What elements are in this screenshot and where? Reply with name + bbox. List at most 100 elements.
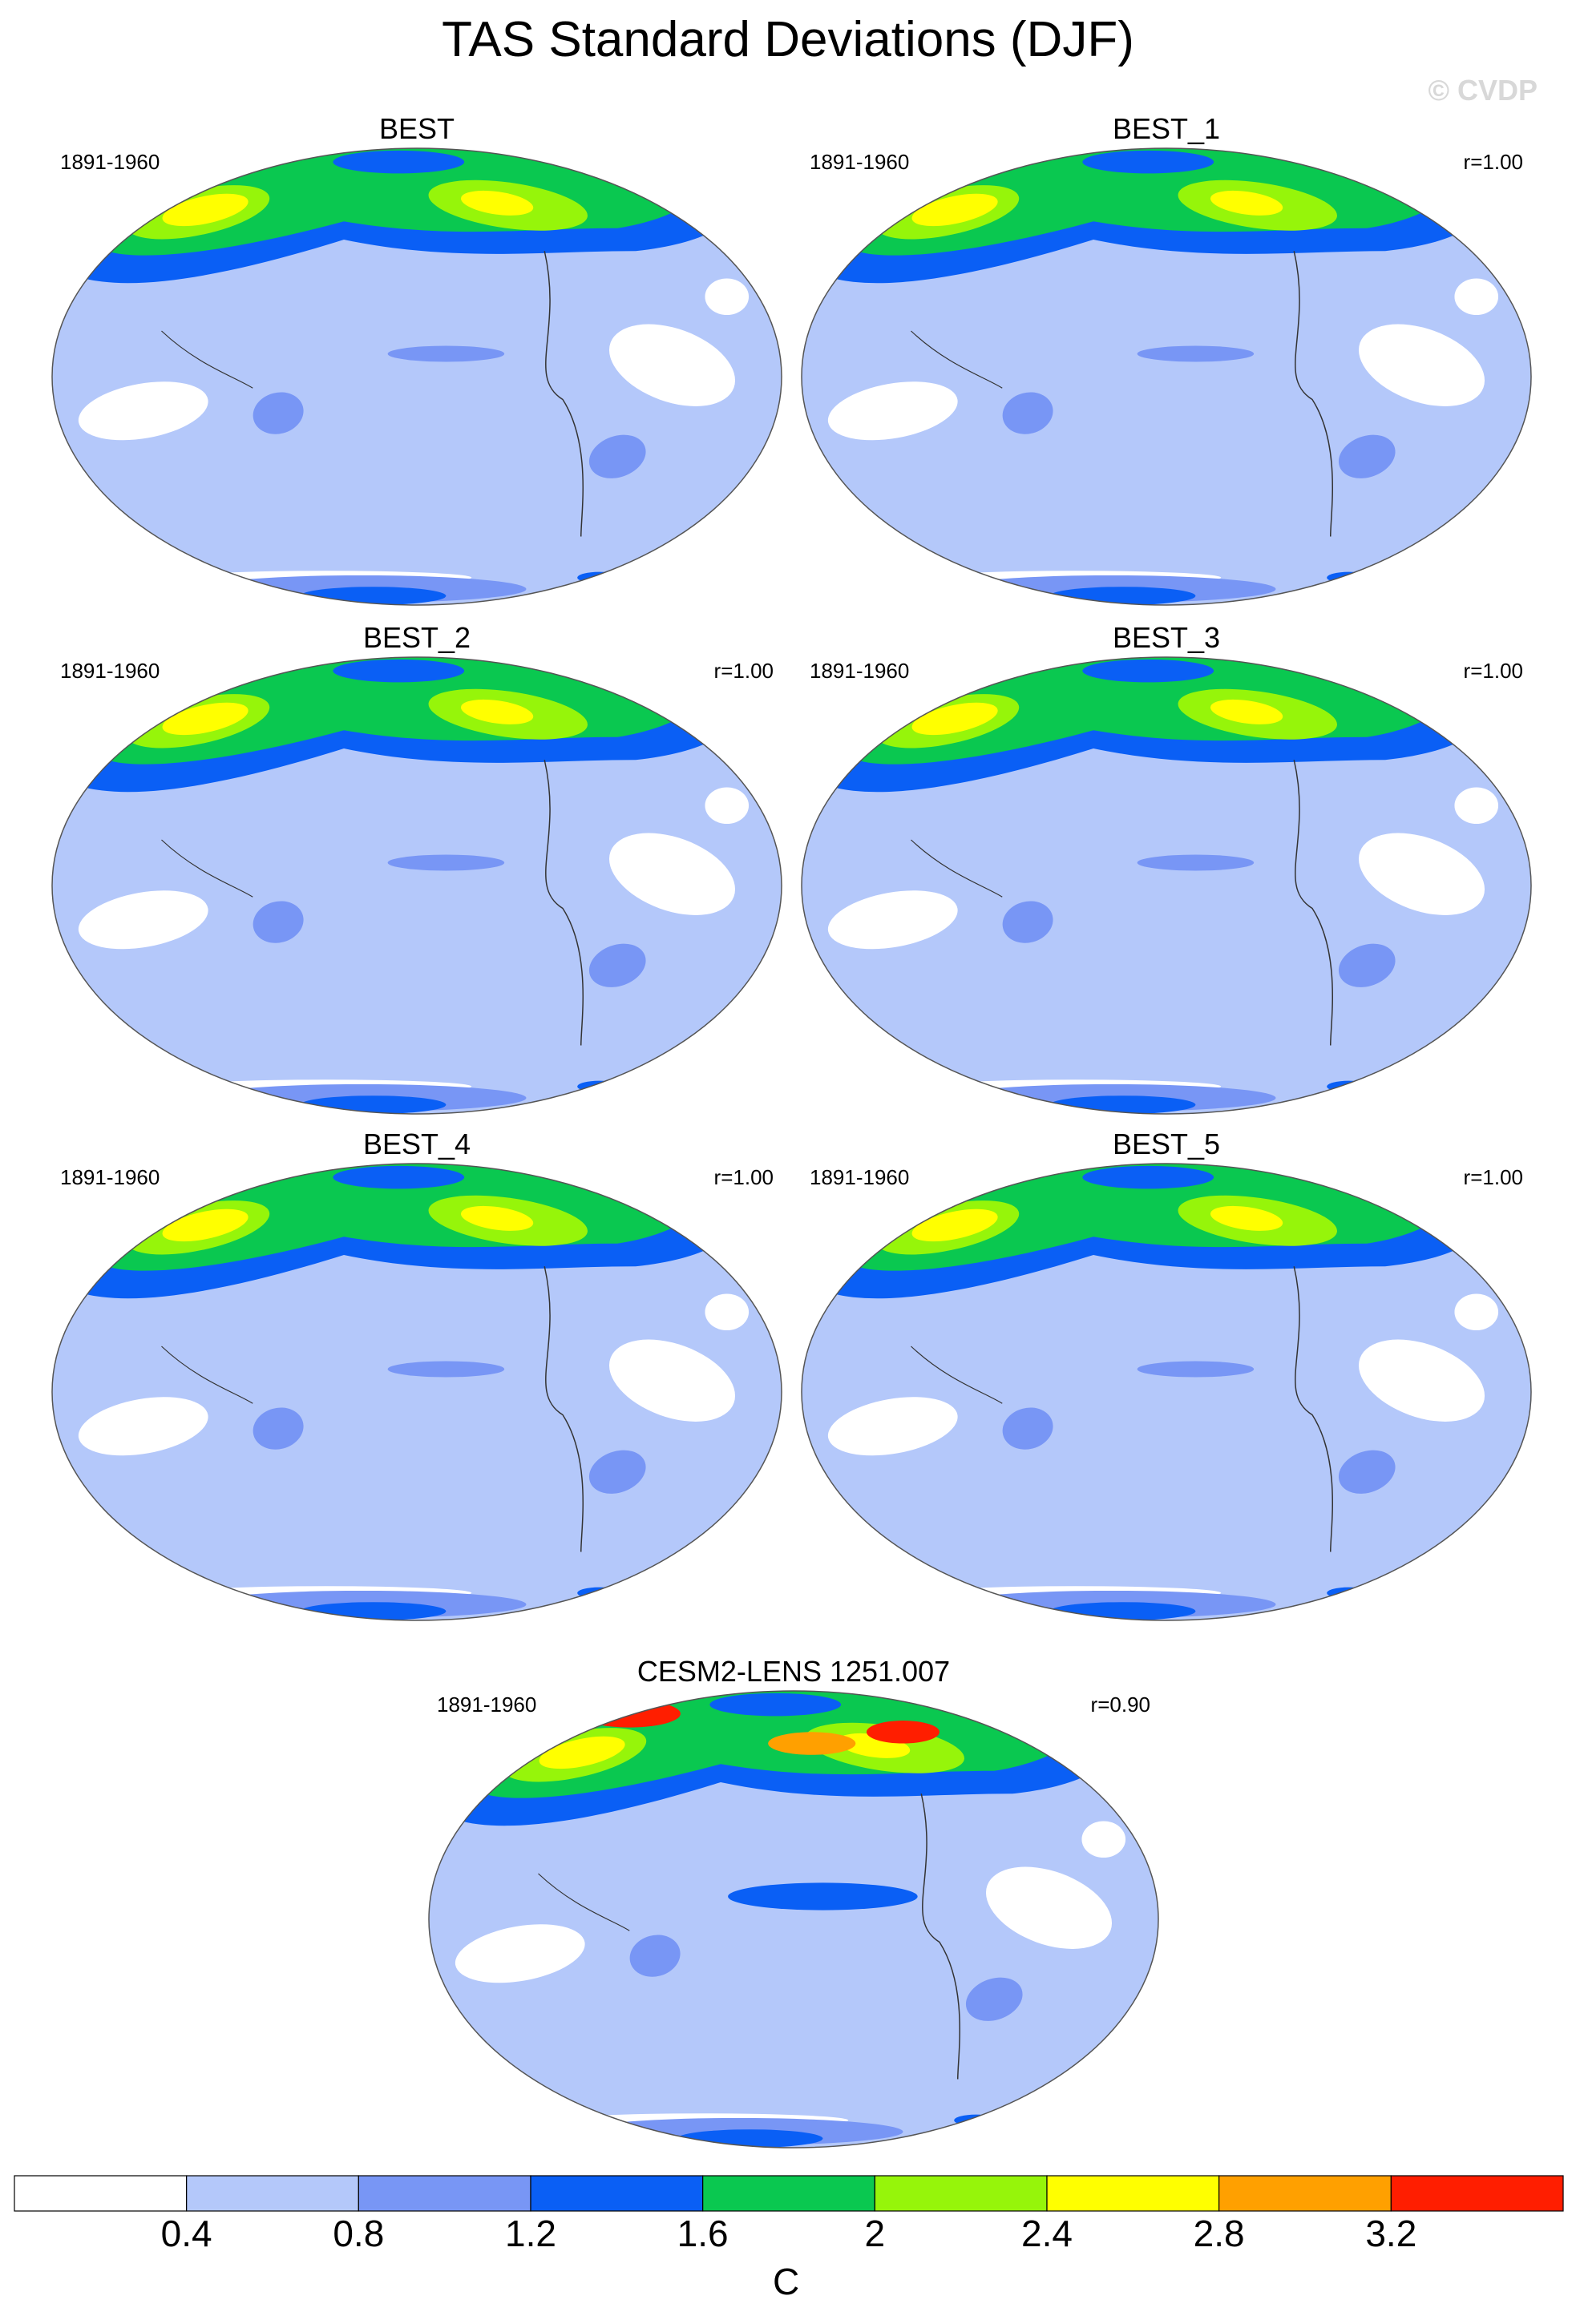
panel-title: BEST_5 — [1113, 1128, 1220, 1160]
indian-ocean-white — [455, 1924, 585, 1983]
arctic-blue-patch — [1082, 1165, 1214, 1189]
siberia-yellow-core — [162, 1208, 249, 1242]
panel-correlation: r=1.00 — [1464, 1165, 1523, 1189]
map-panel: BEST_2 1891-1960 r=1.00 — [51, 621, 782, 1115]
figure-title: TAS Standard Deviations (DJF) — [442, 12, 1134, 67]
colorbar-swatch — [14, 2175, 188, 2212]
panel-title: BEST_3 — [1113, 621, 1220, 654]
north-atlantic-white — [1454, 1293, 1499, 1331]
australia-patch — [629, 1935, 681, 1977]
panel-correlation: r=1.00 — [714, 659, 774, 683]
panel-correlation: r=1.00 — [1464, 150, 1523, 174]
tropical-pacific-band — [1137, 345, 1255, 362]
indian-ocean-white — [827, 890, 958, 950]
americas-coastline — [1293, 251, 1334, 537]
colorbar-tick-label: 0.4 — [160, 2213, 212, 2254]
indian-ocean-white — [827, 1397, 958, 1456]
antarctic-peninsula-patch — [1327, 571, 1371, 583]
antarctic-core — [300, 1602, 447, 1620]
asia-coastline — [161, 839, 253, 898]
arctic-blue-patch — [333, 150, 465, 174]
americas-coastline — [544, 760, 584, 1046]
australia-patch — [1002, 1407, 1053, 1450]
north-america-yellow-core — [1210, 1205, 1283, 1231]
cesm-red-core-east — [867, 1721, 940, 1744]
antarctic-peninsula-patch — [954, 2114, 998, 2126]
tropical-pacific-band — [387, 345, 505, 362]
colorbar-tick-label: 2.8 — [1193, 2213, 1245, 2254]
north-america-yellow-core — [1210, 699, 1283, 724]
colorbar-swatch — [702, 2175, 875, 2212]
colorbar-tick-label: 1.2 — [505, 2213, 556, 2254]
antarctic-peninsula-patch — [577, 571, 621, 583]
atlantic-white — [1358, 324, 1485, 406]
panel-title: BEST_4 — [363, 1128, 471, 1160]
map-panel: BEST_1 1891-1960 r=1.00 — [801, 112, 1532, 606]
arctic-blue-patch — [1082, 150, 1214, 174]
arctic-blue-patch — [709, 1693, 842, 1717]
south-pacific-patch — [1338, 943, 1396, 987]
antarctic-core — [300, 1095, 447, 1114]
panel-period: 1891-1960 — [810, 659, 909, 683]
map-outline — [801, 656, 1532, 1115]
antarctic-core — [1049, 1095, 1196, 1114]
antarctic-core — [1049, 587, 1196, 605]
south-pacific-patch — [1338, 1450, 1396, 1494]
atlantic-white — [1358, 1339, 1485, 1422]
south-pacific-patch — [588, 1450, 646, 1494]
colorbar-swatch — [530, 2175, 704, 2212]
colorbar-tick-label: 2.4 — [1021, 2213, 1073, 2254]
indian-ocean-white — [827, 381, 958, 441]
map-panel: BEST 1891-1960 — [51, 112, 782, 606]
antarctic-peninsula-patch — [1327, 1587, 1371, 1599]
antarctic-core — [300, 587, 447, 605]
south-pacific-patch — [588, 434, 646, 478]
panel-title: BEST_2 — [363, 621, 471, 654]
south-pacific-patch — [965, 1977, 1023, 2021]
cesm-orange-core — [768, 1732, 856, 1755]
americas-coastline — [544, 251, 584, 537]
indian-ocean-white — [78, 890, 208, 950]
siberia-yellow-core — [162, 702, 249, 736]
australia-patch — [253, 392, 304, 434]
americas-coastline — [1293, 1266, 1334, 1552]
colorbar-tick-label: 0.8 — [333, 2213, 385, 2254]
siberia-yellow-core — [911, 193, 998, 227]
atlantic-white — [1358, 833, 1485, 915]
antarctic-peninsula-patch — [1327, 1080, 1371, 1092]
south-pacific-patch — [1338, 434, 1396, 478]
siberia-yellow-core — [911, 702, 998, 736]
siberia-yellow-core — [539, 1736, 625, 1769]
panel-period: 1891-1960 — [60, 1165, 160, 1189]
colorbar-unit-label: C — [773, 2261, 800, 2302]
asia-coastline — [911, 330, 1003, 389]
atlantic-white — [608, 1339, 736, 1422]
panel-correlation: r=1.00 — [1464, 659, 1523, 683]
cesm-red-core-west — [578, 1700, 681, 1728]
atlantic-white — [608, 833, 736, 915]
north-atlantic-white — [705, 787, 750, 825]
north-america-yellow-core — [460, 1205, 534, 1231]
cvdp-credit: © CVDP — [1428, 74, 1538, 107]
colorbar — [14, 2175, 1564, 2212]
panel-period: 1891-1960 — [60, 659, 160, 683]
map-outline — [51, 656, 782, 1115]
panel-period: 1891-1960 — [60, 150, 160, 174]
map-outline — [801, 147, 1532, 606]
colorbar-tick-label: 3.2 — [1365, 2213, 1417, 2254]
panel-title: BEST_1 — [1113, 112, 1220, 145]
map-outline — [428, 1690, 1159, 2148]
siberia-yellow-core — [911, 1208, 998, 1242]
atlantic-white — [985, 1866, 1113, 1949]
north-atlantic-white — [1454, 278, 1499, 316]
panel-title: BEST — [379, 112, 455, 145]
asia-coastline — [161, 1346, 253, 1404]
colorbar-swatch — [1218, 2175, 1392, 2212]
north-atlantic-white — [705, 1293, 750, 1331]
asia-coastline — [911, 1346, 1003, 1404]
asia-coastline — [538, 1873, 630, 1931]
americas-coastline — [1293, 760, 1334, 1046]
colorbar-swatch — [1046, 2175, 1220, 2212]
